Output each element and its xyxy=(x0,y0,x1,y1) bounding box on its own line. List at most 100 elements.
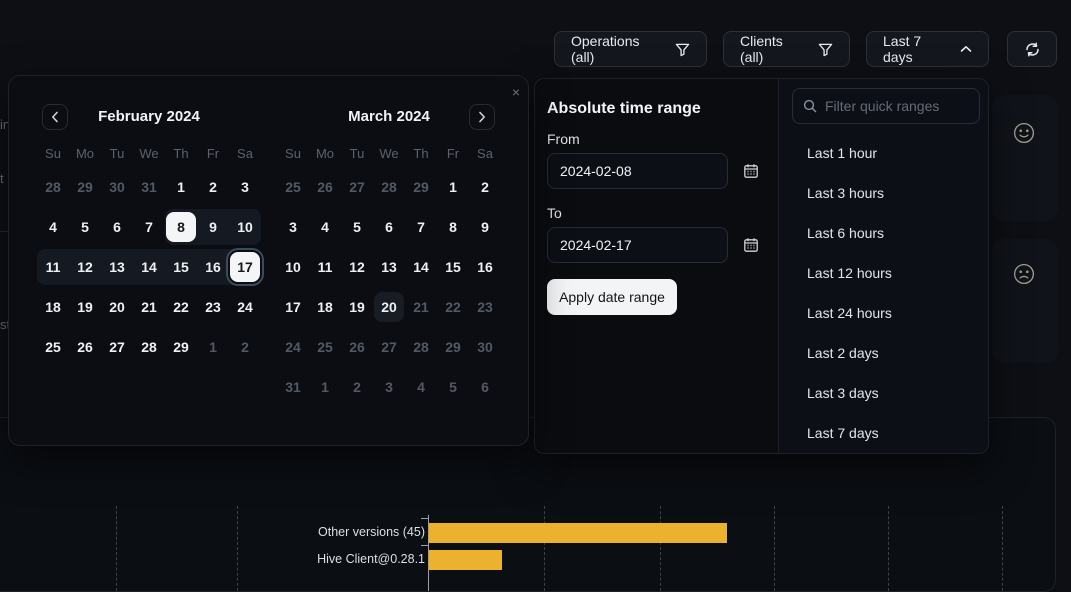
to-date-input[interactable] xyxy=(547,227,728,263)
calendar-day[interactable]: 14 xyxy=(405,247,437,287)
calendar-day[interactable]: 9 xyxy=(469,207,501,247)
quick-range-item[interactable]: Last 7 days xyxy=(807,425,879,441)
calendar-day[interactable]: 10 xyxy=(229,207,261,247)
quick-range-item[interactable]: Last 2 days xyxy=(807,345,879,361)
calendar-day[interactable]: 27 xyxy=(373,327,405,367)
calendar-day[interactable]: 24 xyxy=(277,327,309,367)
calendar-day[interactable]: 5 xyxy=(437,367,469,407)
calendar-icon[interactable] xyxy=(743,163,759,179)
calendar-day[interactable]: 12 xyxy=(69,247,101,287)
calendar-day[interactable]: 1 xyxy=(309,367,341,407)
calendar-day[interactable]: 4 xyxy=(37,207,69,247)
calendar-day[interactable]: 30 xyxy=(101,167,133,207)
quick-range-item[interactable]: Last 3 hours xyxy=(807,185,885,201)
calendar-day[interactable]: 11 xyxy=(37,247,69,287)
calendar-day[interactable]: 20 xyxy=(101,287,133,327)
calendar-day[interactable]: 2 xyxy=(341,367,373,407)
calendar-day[interactable]: 18 xyxy=(309,287,341,327)
calendar-day[interactable]: 9 xyxy=(197,207,229,247)
calendar-day[interactable]: 7 xyxy=(133,207,165,247)
quick-range-item[interactable]: Last 24 hours xyxy=(807,305,892,321)
calendar-day[interactable]: 5 xyxy=(341,207,373,247)
calendar-day[interactable]: 21 xyxy=(133,287,165,327)
next-month-button[interactable] xyxy=(469,104,495,130)
calendar-day[interactable]: 30 xyxy=(469,327,501,367)
calendar-day[interactable]: 16 xyxy=(469,247,501,287)
close-icon[interactable]: × xyxy=(511,84,521,100)
calendar-day[interactable]: 2 xyxy=(469,167,501,207)
calendar-day[interactable]: 7 xyxy=(405,207,437,247)
calendar-day[interactable]: 16 xyxy=(197,247,229,287)
calendar-day[interactable]: 23 xyxy=(469,287,501,327)
calendar-day[interactable]: 3 xyxy=(229,167,261,207)
calendar-day[interactable]: 5 xyxy=(69,207,101,247)
calendar-day[interactable]: 11 xyxy=(309,247,341,287)
apply-date-range-button[interactable]: Apply date range xyxy=(547,279,677,315)
calendar-day[interactable]: 20 xyxy=(373,287,405,327)
calendar-day[interactable]: 29 xyxy=(437,327,469,367)
calendar-day[interactable]: 24 xyxy=(229,287,261,327)
calendar-day[interactable]: 13 xyxy=(101,247,133,287)
calendar-day[interactable]: 15 xyxy=(165,247,197,287)
calendar-day[interactable]: 21 xyxy=(405,287,437,327)
calendar-day[interactable]: 22 xyxy=(437,287,469,327)
calendar-day[interactable]: 1 xyxy=(197,327,229,367)
calendar-day[interactable]: 8 xyxy=(437,207,469,247)
calendar-day[interactable]: 4 xyxy=(309,207,341,247)
calendar-day[interactable]: 26 xyxy=(341,327,373,367)
calendar-day[interactable]: 1 xyxy=(437,167,469,207)
refresh-button[interactable] xyxy=(1007,31,1057,67)
calendar-day[interactable]: 28 xyxy=(37,167,69,207)
calendar-day[interactable]: 29 xyxy=(405,167,437,207)
calendar-day[interactable]: 2 xyxy=(229,327,261,367)
calendar-day[interactable]: 25 xyxy=(277,167,309,207)
calendar-day[interactable]: 27 xyxy=(341,167,373,207)
quick-range-item[interactable]: Last 1 hour xyxy=(807,145,878,161)
calendar-day[interactable]: 18 xyxy=(37,287,69,327)
calendar-day[interactable]: 28 xyxy=(405,327,437,367)
calendar-day[interactable]: 17 xyxy=(277,287,309,327)
from-date-input[interactable] xyxy=(547,153,728,189)
calendar-day[interactable]: 26 xyxy=(309,167,341,207)
quick-ranges-filter-input[interactable] xyxy=(825,98,969,114)
calendar-day[interactable]: 6 xyxy=(373,207,405,247)
calendar-day[interactable]: 8 xyxy=(165,207,197,247)
calendar-day[interactable]: 31 xyxy=(133,167,165,207)
calendar-day[interactable]: 17 xyxy=(229,247,261,287)
calendar-day[interactable]: 22 xyxy=(165,287,197,327)
calendar-day[interactable]: 28 xyxy=(373,167,405,207)
time-range-dropdown-button[interactable]: Last 7 days xyxy=(866,31,989,67)
calendar-day[interactable]: 19 xyxy=(69,287,101,327)
clients-filter-button[interactable]: Clients (all) xyxy=(723,31,850,67)
quick-range-item[interactable]: Last 3 days xyxy=(807,385,879,401)
calendar-day[interactable]: 10 xyxy=(277,247,309,287)
quick-range-item[interactable]: Last 6 hours xyxy=(807,225,885,241)
calendar-day[interactable]: 4 xyxy=(405,367,437,407)
calendar-day[interactable]: 6 xyxy=(469,367,501,407)
quick-range-item[interactable]: Last 12 hours xyxy=(807,265,892,281)
calendar-day[interactable]: 23 xyxy=(197,287,229,327)
operations-filter-button[interactable]: Operations (all) xyxy=(554,31,707,67)
calendar-day[interactable]: 6 xyxy=(101,207,133,247)
calendar-day[interactable]: 31 xyxy=(277,367,309,407)
calendar-day[interactable]: 3 xyxy=(373,367,405,407)
calendar-day[interactable]: 25 xyxy=(37,327,69,367)
previous-month-button[interactable] xyxy=(42,104,68,130)
calendar-day[interactable]: 29 xyxy=(69,167,101,207)
calendar-day[interactable]: 19 xyxy=(341,287,373,327)
calendar-day[interactable]: 1 xyxy=(165,167,197,207)
calendar-day[interactable]: 2 xyxy=(197,167,229,207)
calendar-day[interactable]: 3 xyxy=(277,207,309,247)
calendar-day[interactable]: 25 xyxy=(309,327,341,367)
calendar-icon[interactable] xyxy=(743,237,759,253)
calendar-day[interactable]: 14 xyxy=(133,247,165,287)
calendar-day[interactable]: 29 xyxy=(165,327,197,367)
calendar-day[interactable]: 28 xyxy=(133,327,165,367)
calendar-day-number: 12 xyxy=(77,259,93,275)
calendar-day[interactable]: 27 xyxy=(101,327,133,367)
calendar-day[interactable]: 13 xyxy=(373,247,405,287)
calendar-day[interactable]: 26 xyxy=(69,327,101,367)
absolute-time-range-title: Absolute time range xyxy=(547,100,701,117)
calendar-day[interactable]: 12 xyxy=(341,247,373,287)
calendar-day[interactable]: 15 xyxy=(437,247,469,287)
